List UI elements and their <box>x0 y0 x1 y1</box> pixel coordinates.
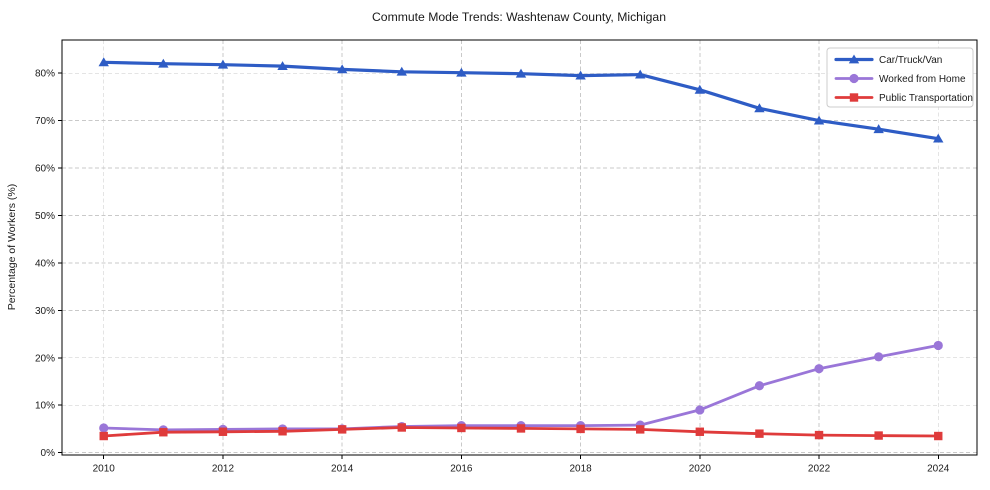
marker-public-transportation <box>159 428 168 437</box>
marker-legend-worked-from-home <box>849 73 859 84</box>
y-tick-label: 50% <box>35 211 55 222</box>
marker-public-transportation <box>457 423 466 433</box>
marker-car-truck-van <box>217 59 229 69</box>
marker-public-transportation <box>636 425 645 434</box>
marker-car-truck-van <box>575 70 586 80</box>
y-axis-label: Percentage of Workers (%) <box>6 184 18 310</box>
x-tick-label: 2016 <box>450 464 473 475</box>
marker-car-truck-van <box>754 103 765 113</box>
y-tick-label: 20% <box>35 353 55 364</box>
legend-label-car-truck-van: Car/Truck/Van <box>879 55 942 66</box>
marker-public-transportation <box>576 424 585 434</box>
marker-car-truck-van <box>396 66 407 76</box>
marker-legend-car-truck-van <box>848 54 860 64</box>
legend-label-worked-from-home: Worked from Home <box>879 74 966 85</box>
marker-legend-public-transportation <box>849 93 859 102</box>
marker-public-transportation <box>337 425 347 434</box>
marker-public-transportation <box>278 427 287 436</box>
x-tick-label: 2012 <box>212 464 235 475</box>
marker-car-truck-van <box>456 67 467 77</box>
marker-worked-from-home <box>99 423 109 433</box>
marker-car-truck-van <box>933 133 944 143</box>
marker-worked-from-home <box>754 381 765 391</box>
y-tick-label: 10% <box>35 401 55 412</box>
y-tick-label: 80% <box>35 69 55 80</box>
legend-label-public-transportation: Public Transportation <box>879 93 973 104</box>
chart-title: Commute Mode Trends: Washtenaw County, M… <box>372 10 666 24</box>
legend-box <box>826 47 974 108</box>
marker-public-transportation <box>218 427 228 436</box>
marker-worked-from-home <box>933 340 943 351</box>
axes-spines <box>61 39 978 456</box>
marker-car-truck-van <box>277 61 288 70</box>
marker-public-transportation <box>814 430 824 440</box>
marker-worked-from-home <box>874 352 884 362</box>
marker-car-truck-van <box>158 58 169 68</box>
marker-public-transportation <box>874 431 883 440</box>
x-tick-label: 2022 <box>808 464 831 475</box>
x-tick-label: 2024 <box>927 464 950 475</box>
marker-public-transportation <box>934 431 943 441</box>
x-tick-label: 2010 <box>93 464 116 475</box>
y-tick-label: 70% <box>35 116 55 127</box>
marker-car-truck-van <box>694 84 706 94</box>
marker-car-truck-van <box>515 68 527 78</box>
plot-background <box>62 40 977 455</box>
marker-car-truck-van <box>635 69 646 79</box>
y-tick-label: 40% <box>35 258 55 269</box>
marker-public-transportation <box>99 431 108 441</box>
x-tick-label: 2018 <box>569 464 592 475</box>
marker-car-truck-van <box>98 57 109 67</box>
marker-public-transportation <box>397 423 406 432</box>
y-tick-label: 30% <box>35 306 55 317</box>
marker-car-truck-van <box>813 115 825 125</box>
marker-worked-from-home <box>814 364 824 374</box>
x-tick-label: 2020 <box>689 464 712 475</box>
marker-car-truck-van <box>336 64 348 74</box>
y-tick-label: 0% <box>41 448 56 459</box>
x-tick-label: 2014 <box>331 464 354 475</box>
marker-public-transportation <box>695 427 705 436</box>
y-tick-label: 60% <box>35 164 55 175</box>
marker-public-transportation <box>516 424 526 433</box>
marker-worked-from-home <box>695 405 705 415</box>
marker-public-transportation <box>755 429 764 438</box>
marker-car-truck-van <box>873 124 884 134</box>
